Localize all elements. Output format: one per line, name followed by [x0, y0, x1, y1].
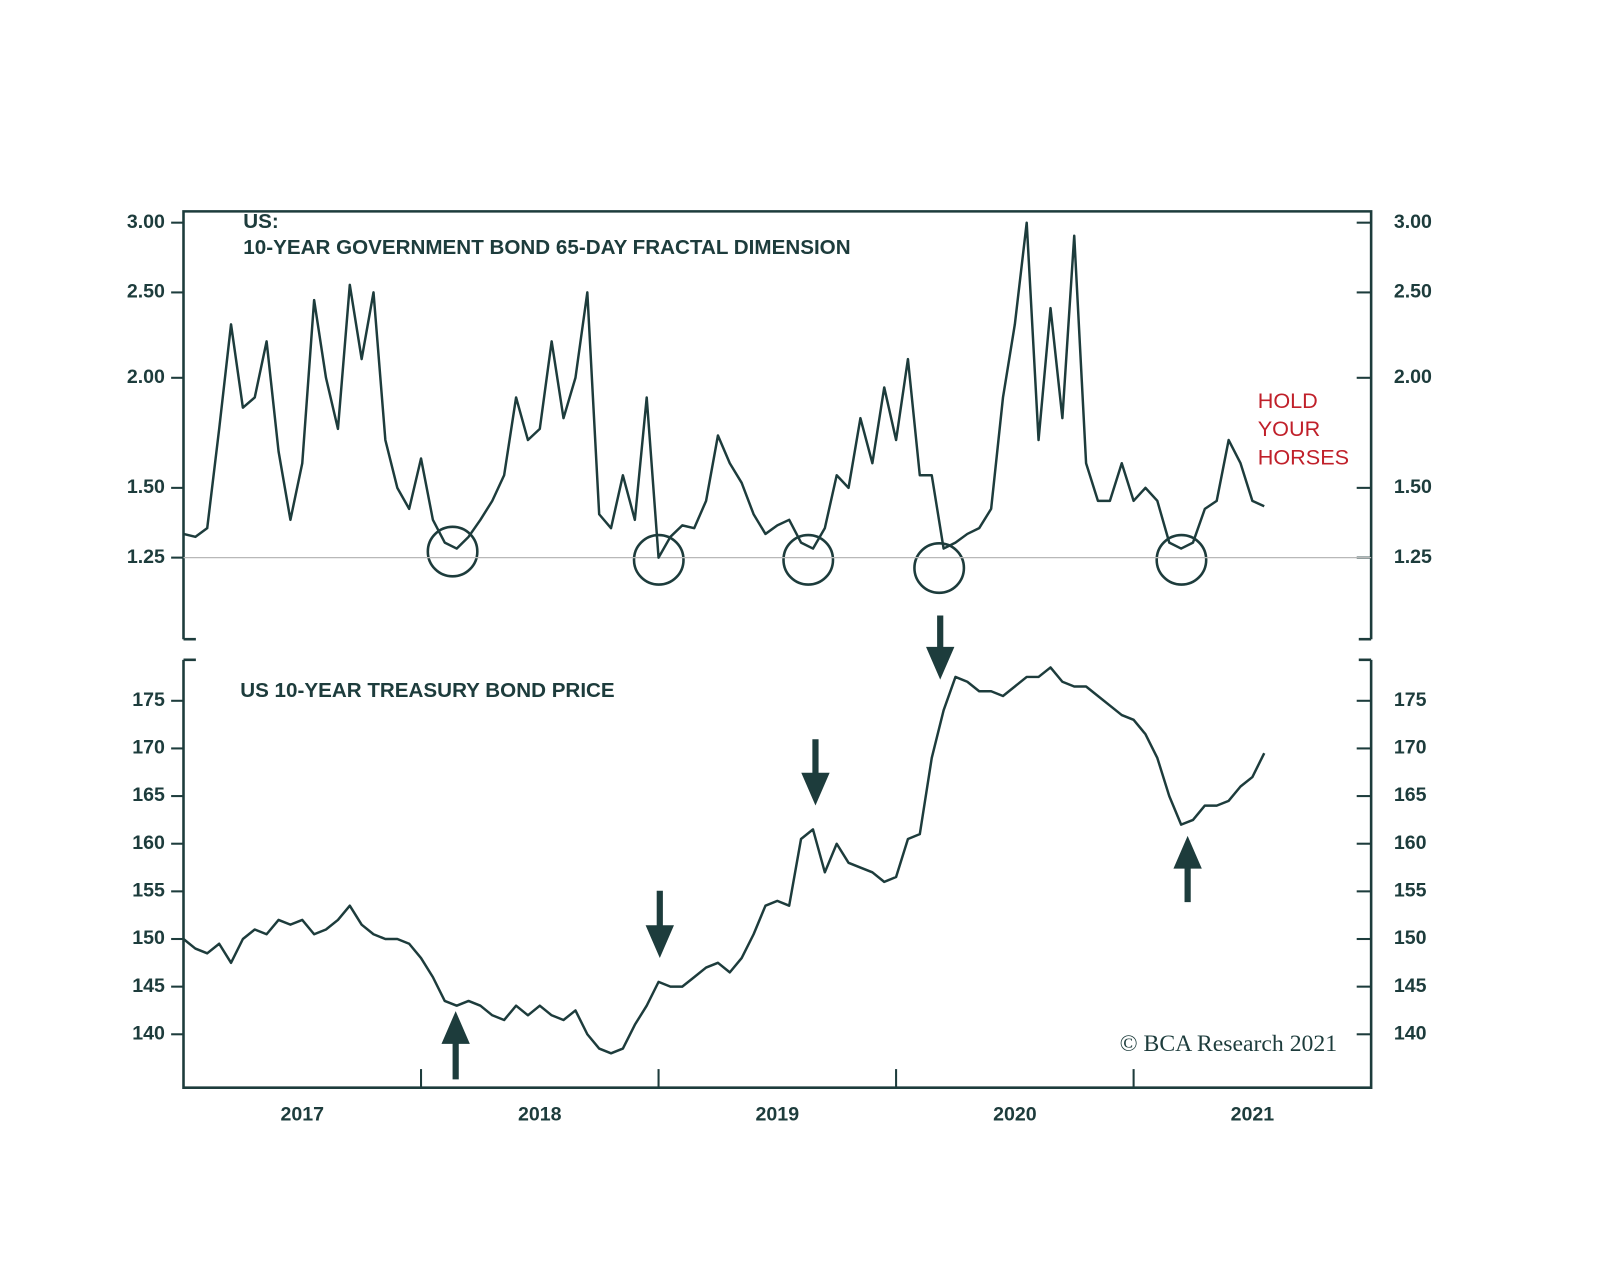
y-tick-label: 3.00 [1394, 211, 1432, 233]
y-tick-label: 140 [132, 1022, 165, 1044]
y-tick-label: 160 [1394, 832, 1427, 854]
arrow-head [645, 925, 674, 959]
y-tick-label: 175 [132, 689, 165, 711]
top-frame [182, 210, 1373, 640]
trough-circle [782, 533, 835, 586]
x-tick-label: 2017 [280, 1104, 324, 1126]
chart-title: US 10-YEAR TREASURY BOND PRICE [240, 679, 614, 702]
chart-title: US: [243, 210, 279, 233]
frame [182, 210, 1373, 1089]
y-tick-label: 2.00 [127, 366, 165, 388]
annotation: HOLD [1258, 388, 1318, 413]
y-tick-label: 170 [132, 737, 165, 759]
y-tick-label: 145 [132, 975, 165, 997]
y-tick-label: 2.50 [1394, 281, 1432, 303]
y-tick-label: 150 [132, 927, 165, 949]
y-tick-label: 1.50 [1394, 476, 1432, 498]
chart-subtitle: 10-YEAR GOVERNMENT BOND 65-DAY FRACTAL D… [243, 236, 850, 259]
arrow-head [441, 1011, 470, 1044]
y-tick-label: 1.25 [1394, 546, 1432, 568]
annotation: YOUR [1258, 416, 1320, 441]
y-tick-label: 140 [1394, 1022, 1427, 1044]
trough-circle [632, 533, 685, 586]
y-tick-label: 155 [132, 880, 165, 902]
y-tick-label: 1.25 [127, 546, 165, 568]
y-tick-label: 1.50 [127, 476, 165, 498]
trough-circle [1155, 533, 1208, 586]
y-tick-label: 175 [1394, 689, 1427, 711]
y-tick-label: 150 [1394, 927, 1427, 949]
x-tick-label: 2019 [756, 1104, 800, 1126]
x-tick-label: 2018 [518, 1104, 562, 1126]
y-tick-label: 165 [1394, 784, 1427, 806]
trough-circle [913, 542, 966, 595]
y-tick-label: 155 [1394, 880, 1427, 902]
y-tick-label: 165 [132, 784, 165, 806]
y-tick-label: 2.00 [1394, 366, 1432, 388]
bottom-frame [182, 659, 1373, 1089]
arrow-head [801, 772, 830, 806]
y-tick-label: 2.50 [127, 281, 165, 303]
data-line [182, 666, 1266, 1055]
annotation: HORSES [1258, 445, 1349, 470]
data-line [183, 221, 1265, 559]
arrow-head [1173, 835, 1202, 869]
y-tick-label: 170 [1394, 737, 1427, 759]
y-tick-label: 3.00 [127, 211, 165, 233]
y-tick-label: 160 [132, 832, 165, 854]
trough-circle [426, 525, 479, 578]
copyright: © BCA Research 2021 [1120, 1031, 1337, 1057]
x-tick-label: 2021 [1231, 1104, 1275, 1126]
y-tick-label: 145 [1394, 975, 1427, 997]
x-tick-label: 2020 [993, 1104, 1037, 1126]
circles [426, 525, 1208, 595]
arrows [441, 615, 1202, 1080]
arrow-head [926, 646, 955, 680]
